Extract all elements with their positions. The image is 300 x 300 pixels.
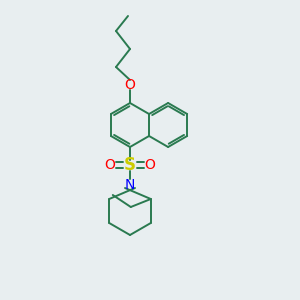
Text: O: O [124, 78, 135, 92]
Text: O: O [145, 158, 155, 172]
Text: N: N [125, 178, 135, 192]
Text: O: O [105, 158, 116, 172]
Text: S: S [124, 156, 136, 174]
